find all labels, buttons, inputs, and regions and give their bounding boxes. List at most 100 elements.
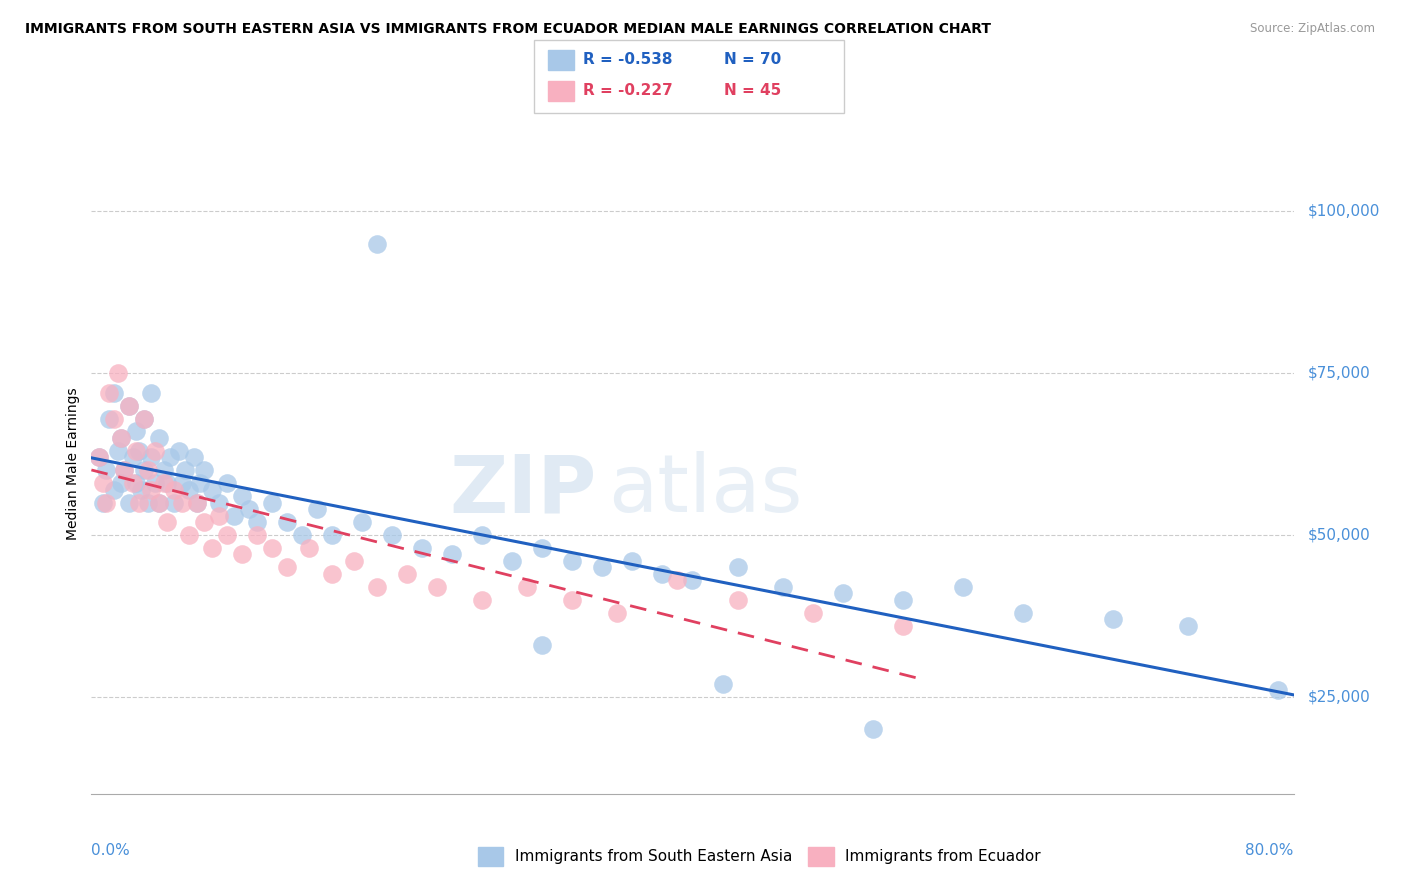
Text: Source: ZipAtlas.com: Source: ZipAtlas.com <box>1250 22 1375 36</box>
Point <box>801 606 824 620</box>
Point <box>727 592 749 607</box>
Point <box>103 483 125 497</box>
Point <box>440 548 463 562</box>
Text: IMMIGRANTS FROM SOUTH EASTERN ASIA VS IMMIGRANTS FROM ECUADOR MEDIAN MALE EARNIN: IMMIGRANTS FROM SOUTH EASTERN ASIA VS IM… <box>25 22 991 37</box>
Point <box>343 554 366 568</box>
Point <box>167 443 190 458</box>
Text: R = -0.227: R = -0.227 <box>583 84 673 98</box>
Point <box>471 592 494 607</box>
Text: Immigrants from South Eastern Asia: Immigrants from South Eastern Asia <box>515 849 792 863</box>
Point <box>177 528 200 542</box>
Point <box>159 450 181 465</box>
Y-axis label: Median Male Earnings: Median Male Earnings <box>66 387 80 541</box>
Text: ZIP: ZIP <box>449 451 596 529</box>
Point <box>138 496 160 510</box>
Point <box>531 541 554 555</box>
Point <box>1177 618 1199 632</box>
Point <box>132 463 155 477</box>
Text: $100,000: $100,000 <box>1308 204 1381 219</box>
Point <box>125 443 148 458</box>
Text: atlas: atlas <box>609 451 803 529</box>
Point <box>395 566 418 581</box>
Point <box>87 450 110 465</box>
Point <box>128 443 150 458</box>
Point <box>110 431 132 445</box>
Text: 0.0%: 0.0% <box>91 844 131 858</box>
Point <box>87 450 110 465</box>
Point <box>651 566 673 581</box>
Point <box>186 496 208 510</box>
Point <box>125 476 148 491</box>
Text: R = -0.538: R = -0.538 <box>583 53 673 67</box>
Point <box>891 592 914 607</box>
Point <box>350 515 373 529</box>
Point <box>98 385 121 400</box>
Point <box>148 496 170 510</box>
Point <box>143 476 166 491</box>
Point <box>93 476 115 491</box>
Point <box>114 463 136 477</box>
Point <box>96 463 118 477</box>
Point <box>772 580 794 594</box>
Point <box>188 476 211 491</box>
Point <box>93 496 115 510</box>
Point <box>366 580 388 594</box>
Point <box>163 496 186 510</box>
Point <box>132 411 155 425</box>
Point <box>110 476 132 491</box>
Point <box>122 476 145 491</box>
Point <box>426 580 449 594</box>
Point <box>208 496 231 510</box>
Point <box>260 541 283 555</box>
Point <box>186 496 208 510</box>
Point <box>201 483 224 497</box>
Point <box>129 483 152 497</box>
Point <box>366 236 388 251</box>
Point <box>224 508 246 523</box>
Point <box>1102 612 1125 626</box>
Point <box>260 496 283 510</box>
Point <box>231 489 253 503</box>
Point <box>114 463 136 477</box>
Point <box>193 515 215 529</box>
Point <box>143 443 166 458</box>
Point <box>276 515 298 529</box>
Point <box>170 496 193 510</box>
Point <box>148 496 170 510</box>
Text: $50,000: $50,000 <box>1308 527 1371 542</box>
Point <box>298 541 321 555</box>
Point <box>276 560 298 574</box>
Point <box>215 476 238 491</box>
Point <box>141 385 163 400</box>
Point <box>98 411 121 425</box>
Point <box>711 677 734 691</box>
Point <box>246 528 269 542</box>
Point <box>141 450 163 465</box>
Point <box>1012 606 1035 620</box>
Point <box>381 528 404 542</box>
Text: 80.0%: 80.0% <box>1246 844 1294 858</box>
Point <box>138 463 160 477</box>
Point <box>621 554 644 568</box>
Point <box>471 528 494 542</box>
Point <box>110 431 132 445</box>
Point <box>107 366 129 380</box>
Point <box>155 476 177 491</box>
Point <box>208 508 231 523</box>
Point <box>531 638 554 652</box>
Point <box>163 483 186 497</box>
Point <box>591 560 613 574</box>
Point <box>238 502 260 516</box>
Point <box>291 528 314 542</box>
Text: $25,000: $25,000 <box>1308 690 1371 705</box>
Point <box>606 606 628 620</box>
Point <box>891 618 914 632</box>
Point <box>246 515 269 529</box>
Point <box>666 574 689 588</box>
Text: $75,000: $75,000 <box>1308 366 1371 381</box>
Point <box>201 541 224 555</box>
Point <box>831 586 853 600</box>
Point <box>122 450 145 465</box>
Point <box>321 566 343 581</box>
Point <box>561 592 583 607</box>
